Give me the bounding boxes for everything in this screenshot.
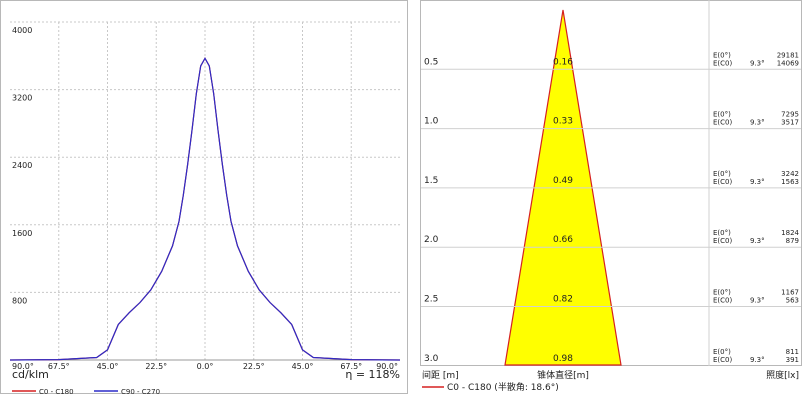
- e0-value: 3242: [781, 170, 799, 178]
- distance-value: 2.0: [424, 235, 439, 245]
- ec0-value: 1563: [781, 178, 799, 186]
- x-tick-label: 67.5°: [340, 362, 362, 371]
- x-tick-label: 45.0°: [292, 362, 314, 371]
- x-tick-label: 0.0°: [197, 362, 214, 371]
- legend-label-1: C90 - C270: [121, 388, 160, 394]
- x-tick-label: 45.0°: [97, 362, 119, 371]
- e0-value: 811: [786, 348, 799, 356]
- y-tick-label: 800: [12, 296, 27, 305]
- y-tick-label: 2400: [12, 161, 32, 170]
- illuminance-unit-label: 照度[lx]: [766, 369, 799, 381]
- chart-series: [9, 57, 401, 361]
- ec0-value: 3517: [781, 119, 799, 127]
- y-tick-label: 1600: [12, 229, 32, 238]
- y-tick-label: 4000: [12, 26, 32, 35]
- ec0-label: E(C0): [713, 119, 732, 127]
- ec0-label: E(C0): [713, 297, 732, 305]
- distance-value: 1.5: [424, 176, 438, 186]
- intensity-chart-panel: 4000 3200 2400 1600 800 90.0° 67.5° 45.0° 22.5°…: [0, 0, 408, 396]
- e0-value: 1167: [781, 289, 799, 297]
- cone-legend-label: C0 - C180 (半散角: 18.6°): [447, 381, 559, 393]
- distance-value: 3.0: [424, 354, 439, 364]
- diameter-value: 0.98: [553, 354, 573, 364]
- ec0-label: E(C0): [713, 178, 732, 186]
- chart-border: [0, 0, 408, 394]
- half-angle-value: 9.3°: [750, 356, 765, 364]
- ec0-label: E(C0): [713, 237, 732, 245]
- half-angle-value: 9.3°: [750, 59, 765, 67]
- ec0-label: E(C0): [713, 59, 732, 67]
- e0-value: 7295: [781, 111, 799, 119]
- x-tick-label: 90.0°: [12, 362, 34, 371]
- y-tick-label: 3200: [12, 94, 32, 103]
- e0-value: 1824: [781, 229, 799, 237]
- y-axis-unit-label: cd/klm: [12, 368, 49, 381]
- series-line-1: [9, 57, 401, 361]
- intensity-chart: 4000 3200 2400 1600 800 90.0° 67.5° 45.0° 22.5°…: [0, 0, 408, 396]
- chart-grid: [10, 21, 400, 361]
- distance-axis-label: 间距 [m]: [422, 369, 459, 381]
- e0-value: 29181: [777, 51, 799, 59]
- diameter-value: 0.82: [553, 295, 573, 305]
- diameter-value: 0.49: [553, 176, 573, 186]
- diameter-value: 0.66: [553, 235, 573, 245]
- distance-value: 1.0: [424, 117, 439, 127]
- half-angle-value: 9.3°: [750, 237, 765, 245]
- ec0-value: 14069: [777, 59, 799, 67]
- ec0-value: 391: [786, 356, 799, 364]
- cone-diagram-panel: 0.5 0.16 E(0°) E(C0) 9.3° 29181 14069 1.0 0.33 E(…: [408, 0, 802, 394]
- e0-label: E(0°): [713, 170, 731, 178]
- e0-label: E(0°): [713, 348, 731, 356]
- legend-label-0: C0 - C180: [39, 388, 74, 394]
- half-angle-value: 9.3°: [750, 119, 765, 127]
- diameter-value: 0.33: [553, 117, 573, 127]
- e0-label: E(0°): [713, 229, 731, 237]
- cone-diameter-label: 锥体直径[m]: [537, 369, 589, 381]
- distance-value: 0.5: [424, 57, 438, 67]
- x-axis-ticks: 90.0° 67.5° 45.0° 22.5° 0.0° 22.5° 45.0° 67.5° 9…: [12, 362, 398, 371]
- ec0-value: 563: [786, 297, 799, 305]
- diameter-value: 0.16: [553, 57, 573, 67]
- x-tick-label: 67.5°: [48, 362, 70, 371]
- x-tick-label: 22.5°: [243, 362, 265, 371]
- ec0-value: 879: [786, 237, 799, 245]
- e0-label: E(0°): [713, 111, 731, 119]
- e0-label: E(0°): [713, 289, 731, 297]
- y-axis-ticks: 4000 3200 2400 1600 800: [12, 26, 32, 305]
- distance-value: 2.5: [424, 295, 438, 305]
- chart-legend: C0 - C180 C90 - C270: [12, 388, 160, 396]
- e0-label: E(0°): [713, 51, 731, 59]
- ec0-label: E(C0): [713, 356, 732, 364]
- half-angle-value: 9.3°: [750, 297, 765, 305]
- efficiency-label: η = 118%: [345, 368, 400, 381]
- half-angle-value: 9.3°: [750, 178, 765, 186]
- x-tick-label: 22.5°: [145, 362, 167, 371]
- x-tick-label: 90.0°: [376, 362, 398, 371]
